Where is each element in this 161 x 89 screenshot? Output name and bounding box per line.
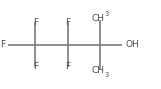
Text: 3: 3 [105,72,109,78]
Text: OH: OH [126,40,139,49]
Text: F: F [65,18,70,27]
Text: F: F [33,62,38,71]
Text: F: F [33,18,38,27]
Text: F: F [65,62,70,71]
Text: CH: CH [92,66,105,75]
Text: 3: 3 [105,11,109,17]
Text: CH: CH [92,14,105,23]
Text: F: F [0,40,6,49]
